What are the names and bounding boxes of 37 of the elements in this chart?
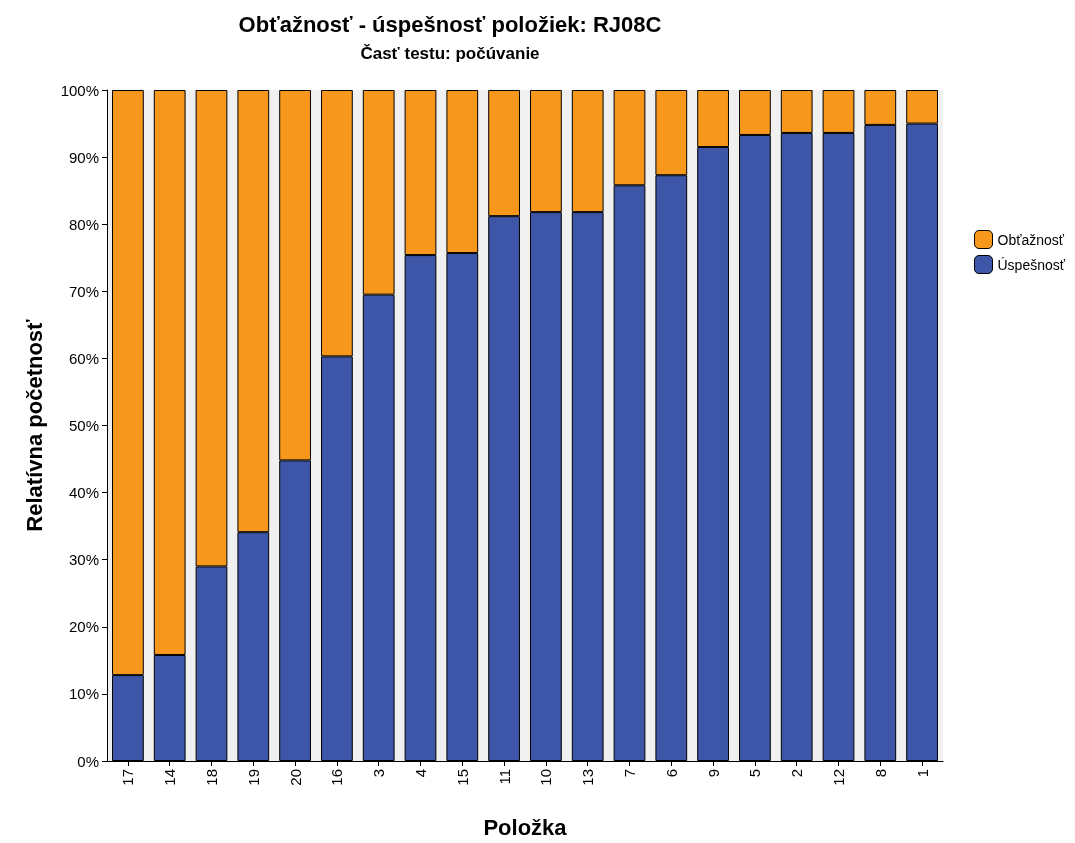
y-tick-label: 0% <box>77 752 99 770</box>
x-tick-label: 2 <box>788 769 806 778</box>
x-tick-label: 13 <box>579 769 597 786</box>
legend-label: Úspešnosť <box>997 256 1066 273</box>
x-tick-label: 12 <box>830 769 847 786</box>
x-tick-label: 9 <box>704 769 722 778</box>
x-tick-label: 19 <box>244 769 262 786</box>
y-tick-label: 50% <box>68 417 99 434</box>
x-tick-label: 20 <box>286 769 304 786</box>
y-tick-label: 80% <box>68 215 99 233</box>
x-tick-label: 15 <box>453 769 471 786</box>
x-tick-label: 16 <box>328 769 346 786</box>
x-tick-label: 5 <box>746 769 764 778</box>
x-tick-label: 7 <box>621 769 638 778</box>
y-tick-label: 70% <box>68 282 99 300</box>
x-tick-label: 11 <box>495 769 513 785</box>
x-tick-label: 6 <box>662 769 680 778</box>
y-tick-label: 40% <box>68 484 99 502</box>
x-tick-label: 17 <box>119 769 137 786</box>
y-tick-label: 90% <box>68 148 99 166</box>
y-tick-label: 100% <box>60 81 99 99</box>
x-tick-label: 4 <box>412 769 429 778</box>
chart-subtitle: Časť testu: počúvanie <box>360 44 540 63</box>
x-tick-label: 8 <box>871 769 889 778</box>
x-axis-title: Položka <box>483 814 568 840</box>
y-tick-label: 60% <box>68 349 99 367</box>
legend-label: Obťažnosť <box>997 231 1065 248</box>
y-tick-label: 20% <box>68 618 99 636</box>
y-tick-label: 10% <box>68 685 99 703</box>
y-axis-title: Relatívna početnosť <box>21 318 47 532</box>
chart-title: Obťažnosť - úspešnosť položiek: RJ08C <box>238 11 662 37</box>
x-tick-label: 14 <box>161 769 179 786</box>
x-tick-label: 18 <box>203 769 220 786</box>
x-tick-label: 1 <box>913 769 931 778</box>
x-tick-label: 3 <box>370 769 388 778</box>
y-tick-label: 30% <box>68 551 99 569</box>
x-tick-label: 10 <box>537 769 555 786</box>
